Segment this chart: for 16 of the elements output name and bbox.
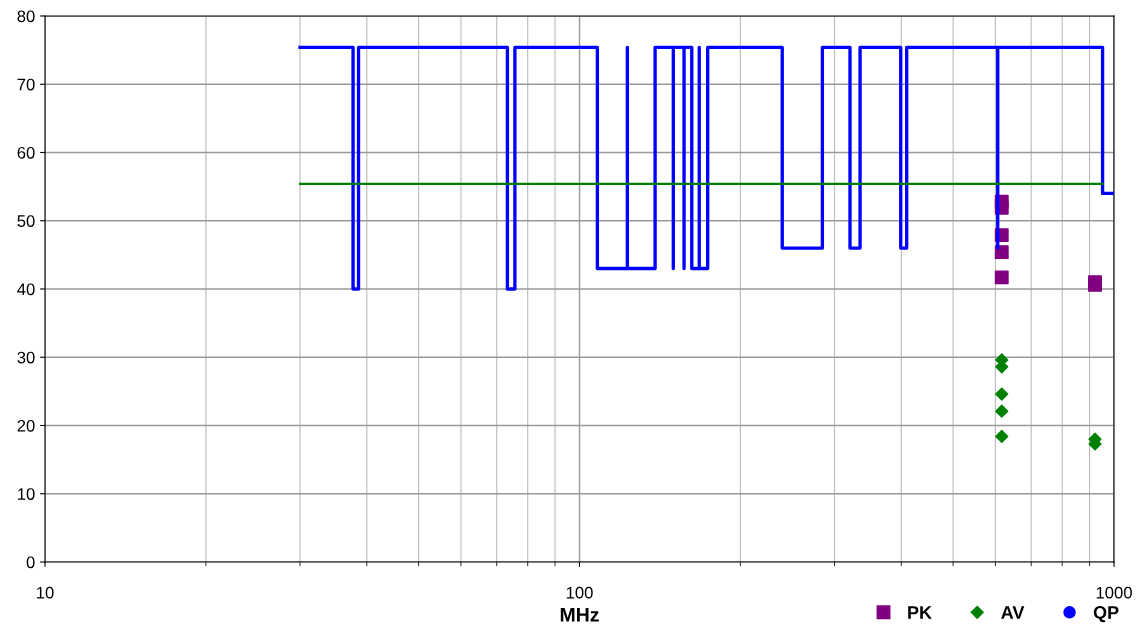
y-tick-label: 50 [17,215,35,227]
x-tick-label: 1000 [1096,586,1132,599]
x-tick-label: 10 [37,586,54,599]
y-tick-label: 70 [17,78,35,91]
legend-label: AV [1001,606,1025,619]
y-tick-label: 20 [17,419,35,432]
legend-label: PK [908,606,932,619]
x-tick-label: 100 [566,586,593,599]
y-tick-label: 60 [17,146,35,159]
y-tick-label: 0 [26,556,35,569]
y-tick-label: 40 [17,283,35,296]
y-tick-label: 30 [17,351,35,364]
x-axis-title: MHz [560,608,599,622]
y-tick-label: 80 [17,10,35,23]
legend-label: QP [1093,606,1119,623]
y-tick-label: 10 [18,488,35,500]
